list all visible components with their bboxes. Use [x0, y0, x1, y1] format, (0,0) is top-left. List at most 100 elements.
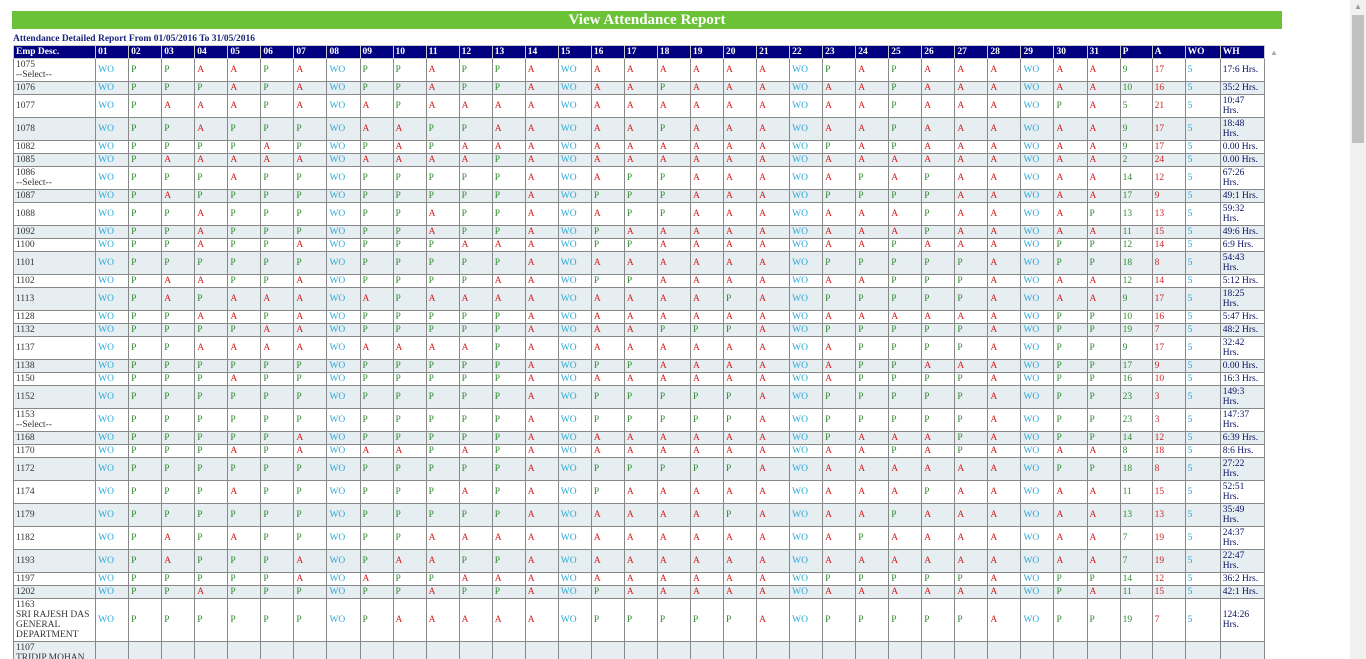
working-hours: 42:1 Hrs. [1219, 585, 1266, 599]
day-status-cell: P [921, 274, 956, 288]
day-status-cell: A [756, 117, 791, 141]
day-status-cell: A [458, 572, 493, 586]
present-count: 9 [1119, 336, 1153, 360]
day-status-cell: P [1053, 372, 1088, 386]
day-status-cell: P [128, 431, 163, 445]
column-header: 07 [293, 45, 328, 59]
present-count: 12 [1119, 238, 1153, 252]
scroll-up-arrow-icon[interactable]: ▲ [1354, 2, 1362, 11]
day-status-cell: P [128, 323, 163, 337]
day-status-cell: A [822, 549, 857, 573]
day-status-cell: A [1053, 503, 1088, 527]
day-status-cell: A [921, 153, 956, 167]
table-row: 1078 WO P P A P P P WO A A P P A A WO A A P A A A WO A A P A A A WO A A… [13, 117, 1266, 141]
report-scroll-area[interactable]: Emp Desc. 01 02 03 04 05 06 07 08 09 10 11 12 13 14 15 1… [13, 45, 1283, 659]
day-status-cell: P [194, 385, 229, 409]
day-status-cell: A [227, 94, 262, 118]
day-status-cell: P [194, 287, 229, 311]
day-status-cell: P [194, 572, 229, 586]
day-status-cell: P [723, 287, 758, 311]
day-status-cell: A [822, 457, 857, 481]
day-status-cell: WO [1020, 287, 1055, 311]
day-status-cell: A [458, 336, 493, 360]
day-status-cell: A [524, 549, 559, 573]
day-status-cell: A [921, 310, 956, 324]
day-status-cell: A [590, 323, 625, 337]
day-status-cell: A [954, 81, 989, 95]
day-status-cell: P [161, 310, 196, 324]
emp-desc-cell: 1078 [13, 117, 97, 141]
day-status-cell: P [161, 457, 196, 481]
day-status-cell: P [888, 385, 923, 409]
table-row: 1202 WO P P A P P P WO P P A P P A WO P A A A A A WO A A A A A A WO P A… [13, 585, 1266, 599]
day-status-cell: A [425, 225, 460, 239]
day-status-cell: A [260, 153, 295, 167]
day-status-cell: P [1053, 385, 1088, 409]
day-status-cell: WO [95, 287, 130, 311]
day-status-cell: P [491, 372, 526, 386]
day-status-cell: A [954, 140, 989, 154]
day-status-cell: P [855, 189, 890, 203]
day-status-cell: WO [557, 117, 592, 141]
day-status-cell: P [227, 385, 262, 409]
working-hours: 35:49 Hrs. [1219, 503, 1266, 527]
weekoff-count: 5 [1184, 408, 1221, 432]
present-count: 14 [1119, 166, 1153, 190]
working-hours: 0.00 Hrs. [1219, 153, 1266, 167]
absent-count: 13 [1151, 503, 1186, 527]
day-status-cell: P [888, 359, 923, 373]
day-status-cell: P [161, 431, 196, 445]
absent-count: 16 [1151, 81, 1186, 95]
day-status-cell: A [656, 153, 691, 167]
day-status-cell: P [1086, 359, 1121, 373]
day-status-cell: P [689, 385, 725, 409]
day-status-cell: A [723, 238, 758, 252]
day-status-cell: P [590, 238, 625, 252]
day-status-cell: A [623, 225, 658, 239]
scrollbar-thumb[interactable] [1352, 15, 1364, 143]
day-status-cell: A [954, 310, 989, 324]
day-status-cell: P [491, 431, 526, 445]
working-hours: 32:42 Hrs. [1219, 336, 1266, 360]
day-status-cell: A [524, 359, 559, 373]
day-status-cell: P [293, 585, 328, 599]
day-status-cell: A [491, 287, 526, 311]
day-status-cell: A [689, 585, 725, 599]
day-status-cell: P [293, 117, 328, 141]
day-status-cell: P [954, 274, 989, 288]
day-status-cell: P [161, 140, 196, 154]
day-status-cell: P [888, 238, 923, 252]
emp-desc-line: 1193 [16, 556, 35, 566]
day-status-cell: A [855, 140, 890, 154]
day-status-cell: WO [326, 359, 361, 373]
day-status-cell: A [524, 408, 559, 432]
day-status-cell: P [921, 385, 956, 409]
day-status-cell: P [260, 274, 295, 288]
day-status-cell: A [855, 238, 890, 252]
day-status-cell: P [623, 598, 658, 642]
column-header: Emp Desc. [13, 45, 97, 59]
day-status-cell: A [855, 117, 890, 141]
page-scrollbar[interactable]: ▲ [1350, 0, 1366, 659]
day-status-cell: A [590, 202, 625, 226]
day-status-cell: A [756, 457, 791, 481]
day-status-cell: P [888, 372, 923, 386]
scroll-up-arrow-icon[interactable]: ▲ [1270, 48, 1278, 57]
day-status-cell: A [656, 526, 691, 550]
day-status-cell: P [194, 323, 229, 337]
day-status-cell: P [359, 372, 394, 386]
day-status-cell: P [392, 572, 427, 586]
day-status-cell: A [590, 58, 625, 82]
day-status-cell: A [888, 480, 923, 504]
day-status-cell: WO [1020, 572, 1055, 586]
day-status-cell: WO [95, 94, 130, 118]
day-status-cell: A [689, 117, 725, 141]
day-status-cell [689, 641, 725, 659]
day-status-cell: WO [95, 310, 130, 324]
day-status-cell: P [227, 323, 262, 337]
emp-desc-line: 1088 [16, 209, 35, 219]
day-status-cell: P [458, 359, 493, 373]
day-status-cell: P [293, 140, 328, 154]
emp-desc-line: 1172 [16, 464, 35, 474]
day-status-cell: A [921, 444, 956, 458]
